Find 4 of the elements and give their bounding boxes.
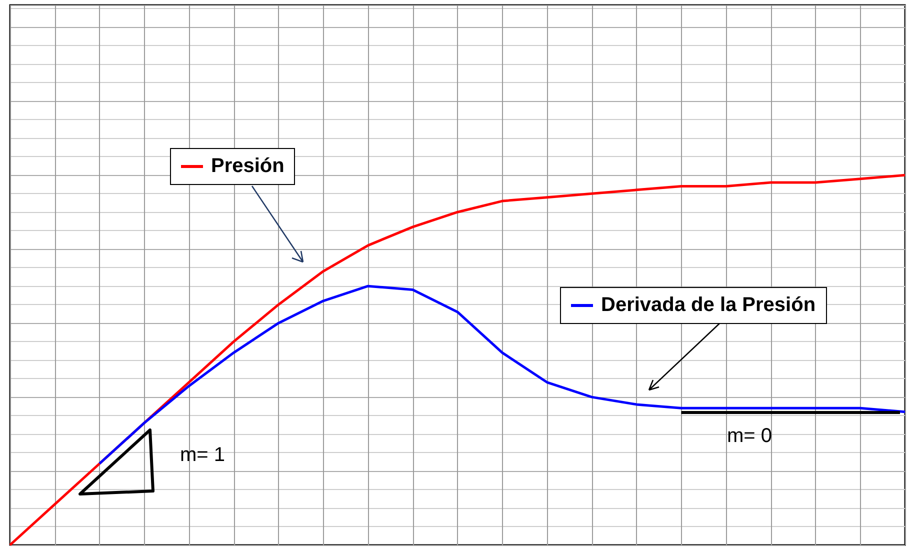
- annotation: m= 1: [180, 444, 226, 467]
- legend-label: Derivada de la Presión: [601, 294, 816, 316]
- legend-label: Presión: [211, 155, 284, 177]
- annotation: m= 0: [727, 425, 772, 448]
